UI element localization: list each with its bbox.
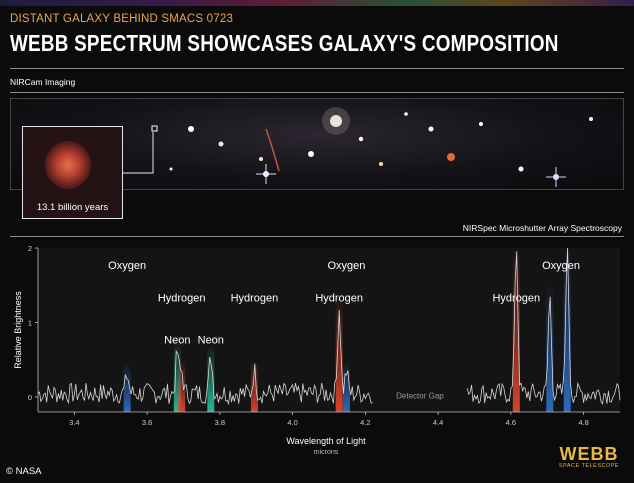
emission-band [512,248,520,412]
nasa-credit: © NASA [6,466,42,477]
galaxy-field [151,107,593,187]
spectrum-series [466,247,621,405]
x-tick-label: 4.6 [506,418,516,427]
x-tick-label: 4.0 [287,418,297,427]
emission-band [342,359,350,412]
emission-band [335,296,343,412]
x-tick-label: 4.4 [433,418,443,427]
distant-galaxy [45,141,91,189]
kicker-title: DISTANT GALAXY BEHIND SMACS 0723 [10,13,234,25]
x-tick-label: 3.6 [142,418,152,427]
spectrum-series [37,309,373,406]
galaxy-inset: 13.1 billion years [22,126,123,219]
x-axis-label: Wavelength of Light [286,436,366,446]
spectroscopy-label: NIRSpec Microshutter Array Spectroscopy [462,223,622,233]
emission-line-label: Oxygen [108,260,146,272]
divider-top [10,68,624,69]
x-tick-label: 3.4 [69,418,79,427]
webb-logo-word: WEBB [559,444,619,464]
x-axis-unit: microns [314,449,339,455]
y-axis-label: Relative Brightness [13,291,23,369]
y-tick-label: 1 [28,319,32,328]
plot-area [38,248,620,412]
emission-line-label: Hydrogen [315,293,363,305]
spectrum-chart: Detector Gap Oxygen Hydrogen Neon Neon Hydrog… [13,244,621,455]
emission-band [123,363,131,412]
emission-line-label: Hydrogen [158,293,206,305]
inset-age-label: 13.1 billion years [36,202,109,213]
y-tick-label: 0 [28,393,32,402]
x-tick-label: 3.8 [215,418,225,427]
divider-spectroscopy [10,236,624,237]
x-tick-label: 4.2 [360,418,370,427]
emission-band [250,359,258,412]
webb-logo: WEBB SPACE TELESCOPE [555,445,623,469]
divider-imaging [10,92,624,93]
emission-line-label: Neon [198,334,224,346]
emission-band [207,344,215,412]
emission-line-label: Hydrogen [492,293,540,305]
webb-logo-sub: SPACE TELESCOPE [558,463,620,469]
emission-band [173,341,181,412]
emission-line-label: Oxygen [327,260,365,272]
page-title: WEBB SPECTRUM SHOWCASES GALAXY'S COMPOSI… [10,30,559,56]
emission-band [546,285,554,412]
top-gradient-bar [0,0,634,6]
emission-line-label: Oxygen [542,260,580,272]
emission-band [178,359,186,412]
emission-line-label: Neon [164,334,190,346]
emission-line-label: Hydrogen [231,293,279,305]
emission-band [563,248,571,412]
x-tick-label: 4.8 [578,418,588,427]
y-tick-label: 2 [28,244,32,253]
imaging-label: NIRCam Imaging [10,77,76,87]
detector-gap-label: Detector Gap [396,392,444,401]
